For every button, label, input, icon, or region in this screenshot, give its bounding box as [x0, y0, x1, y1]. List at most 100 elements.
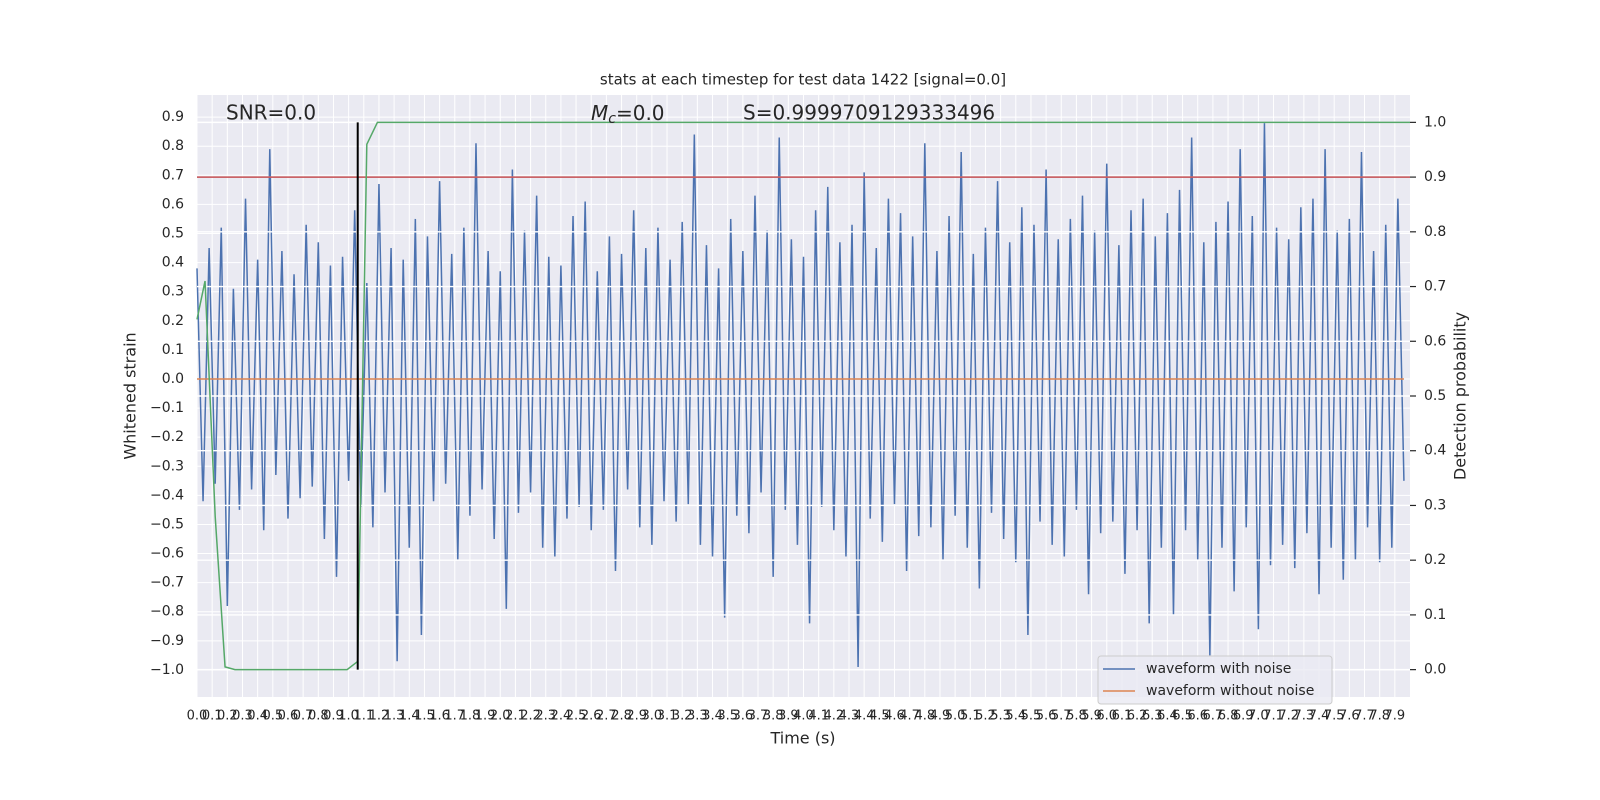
mc-subscript: c [608, 111, 616, 127]
y-tick-label: −0.4 [150, 487, 184, 503]
x-tick-label: 7.9 [1384, 709, 1405, 724]
legend-label: waveform with noise [1146, 661, 1291, 677]
x-tick-label: 6.3 [1142, 709, 1163, 724]
x-tick-label: 7.1 [1263, 709, 1284, 724]
x-tick-label: 7.3 [1294, 709, 1315, 724]
x-tick-label: 3.3 [687, 709, 708, 724]
x-tick-label: 4.9 [930, 709, 951, 724]
x-tick-label: 1.8 [460, 709, 481, 724]
x-tick-label: 0.0 [187, 709, 208, 724]
x-axis-label: Time (s) [769, 729, 835, 748]
x-tick-label: 7.8 [1369, 709, 1390, 724]
x-tick-label: 3.9 [778, 709, 799, 724]
y-tick-label: −0.8 [150, 604, 184, 620]
x-tick-label: 2.8 [611, 709, 632, 724]
y2-tick-label: 0.1 [1424, 607, 1446, 623]
x-tick-label: 7.7 [1354, 709, 1375, 724]
x-tick-label: 5.6 [1036, 709, 1057, 724]
x-tick-label: 3.6 [733, 709, 754, 724]
y-tick-label: 0.3 [162, 284, 184, 300]
x-tick-label: 0.6 [278, 709, 299, 724]
x-tick-label: 7.4 [1309, 709, 1330, 724]
x-tick-label: 0.2 [217, 709, 238, 724]
y2-tick-label: 0.8 [1424, 224, 1446, 240]
y-tick-label: 0.4 [162, 255, 184, 271]
y-tick-label: −0.7 [150, 575, 184, 591]
x-tick-label: 3.1 [657, 709, 678, 724]
y-tick-label: 0.5 [162, 225, 184, 241]
x-tick-label: 6.8 [1218, 709, 1239, 724]
legend: waveform with noise waveform without nois… [1097, 655, 1333, 705]
y2-tick-label: 0.7 [1424, 279, 1446, 295]
y2-tick-label: 0.6 [1424, 333, 1446, 349]
y2-tick-label: 0.4 [1424, 443, 1446, 459]
y-tick-label: 0.7 [162, 167, 184, 183]
y-tick-label: −1.0 [150, 662, 184, 678]
x-tick-label: 4.3 [839, 709, 860, 724]
y-tick-label: −0.6 [150, 546, 184, 562]
x-tick-label: 4.6 [884, 709, 905, 724]
x-tick-label: 5.2 [975, 709, 996, 724]
legend-box [1097, 655, 1333, 705]
x-tick-label: 4.1 [808, 709, 829, 724]
y-tick-label: −0.9 [150, 633, 184, 649]
mc-symbol: M [591, 101, 608, 125]
y2-tick-label: 0.2 [1424, 552, 1446, 568]
x-tick-label: 4.2 [823, 709, 844, 724]
y-tick-label: −0.2 [150, 429, 184, 445]
x-tick-label: 0.9 [323, 709, 344, 724]
y2-axis-label: Detection probability [1451, 312, 1470, 480]
x-tick-label: 0.1 [202, 709, 223, 724]
y2-tick-label: 0.0 [1424, 662, 1446, 678]
x-tick-label: 7.6 [1339, 709, 1360, 724]
x-tick-label: 5.8 [1066, 709, 1087, 724]
x-tick-label: 2.7 [596, 709, 617, 724]
x-tick-label: 4.5 [869, 709, 890, 724]
x-tick-label: 0.4 [247, 709, 268, 724]
y-tick-label: 0.6 [162, 196, 184, 212]
x-tick-label: 1.3 [384, 709, 405, 724]
chart-title: stats at each timestep for test data 142… [600, 71, 1006, 89]
x-tick-label: 4.0 [793, 709, 814, 724]
x-tick-label: 1.6 [429, 709, 450, 724]
y-tick-label: 0.2 [162, 313, 184, 329]
x-tick-label: 2.2 [520, 709, 541, 724]
x-tick-label: 3.5 [717, 709, 738, 724]
y-tick-label: 0.8 [162, 138, 184, 154]
y2-tick-label: 1.0 [1424, 114, 1446, 130]
over-layer [196, 121, 1410, 671]
x-tick-label: 0.3 [232, 709, 253, 724]
x-tick-label: 5.5 [1021, 709, 1042, 724]
y2-tick-label: 0.9 [1424, 169, 1446, 185]
x-tick-label: 5.9 [1081, 709, 1102, 724]
x-tick-label: 6.2 [1127, 709, 1148, 724]
y-tick-label: −0.5 [150, 516, 184, 532]
x-tick-label: 1.5 [414, 709, 435, 724]
x-tick-label: 1.2 [369, 709, 390, 724]
x-tick-label: 1.7 [444, 709, 465, 724]
y2-tick-label: 0.3 [1424, 497, 1446, 513]
x-tick-label: 3.8 [763, 709, 784, 724]
x-tick-label: 5.0 [945, 709, 966, 724]
y-axis-label: Whitened strain [121, 332, 140, 459]
legend-label: waveform without noise [1146, 683, 1314, 699]
x-tick-label: 1.0 [338, 709, 359, 724]
x-tick-label: 1.9 [475, 709, 496, 724]
s-annotation: S=0.9999709129333496 [743, 101, 995, 125]
x-tick-label: 5.4 [1005, 709, 1026, 724]
x-tick-label: 0.7 [293, 709, 314, 724]
x-tick-label: 7.2 [1278, 709, 1299, 724]
x-tick-label: 6.0 [1096, 709, 1117, 724]
x-tick-label: 3.0 [642, 709, 663, 724]
x-tick-label: 2.5 [566, 709, 587, 724]
series-line [196, 121, 1410, 671]
y2-tick-label: 0.5 [1424, 388, 1446, 404]
x-tick-label: 2.6 [581, 709, 602, 724]
x-tick-label: 7.5 [1324, 709, 1345, 724]
y-tick-label: 0.1 [162, 342, 184, 358]
x-tick-label: 2.0 [490, 709, 511, 724]
x-tick-label: 0.8 [308, 709, 329, 724]
y-tick-label: −0.3 [150, 458, 184, 474]
x-tick-label: 3.2 [672, 709, 693, 724]
